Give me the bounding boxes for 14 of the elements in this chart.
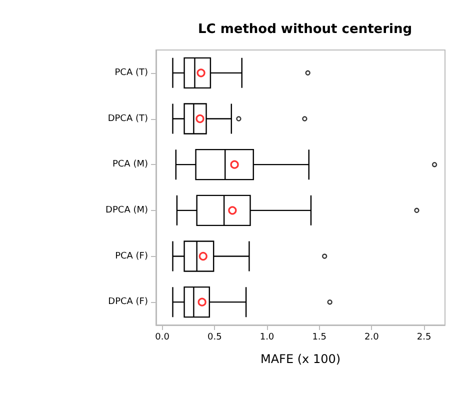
- x-tick-label: 2.5: [416, 332, 432, 342]
- chart-title: LC method without centering: [198, 22, 412, 37]
- y-tick-label: DPCA (F): [108, 297, 148, 308]
- x-tick-label: 2.0: [364, 332, 380, 342]
- y-tick-label: DPCA (T): [108, 114, 148, 124]
- x-tick-label: 1.0: [260, 332, 274, 342]
- y-tick-label: DPCA (M): [106, 205, 148, 216]
- x-axis-title: MAFE (x 100): [260, 352, 341, 366]
- x-tick-label: 0.0: [155, 332, 170, 342]
- x-tick-label: 0.5: [207, 332, 222, 342]
- x-tick-label: 1.5: [312, 332, 327, 342]
- y-tick-label: PCA (F): [115, 251, 148, 262]
- y-tick-label: PCA (T): [114, 68, 148, 78]
- y-tick-label: PCA (M): [112, 160, 148, 170]
